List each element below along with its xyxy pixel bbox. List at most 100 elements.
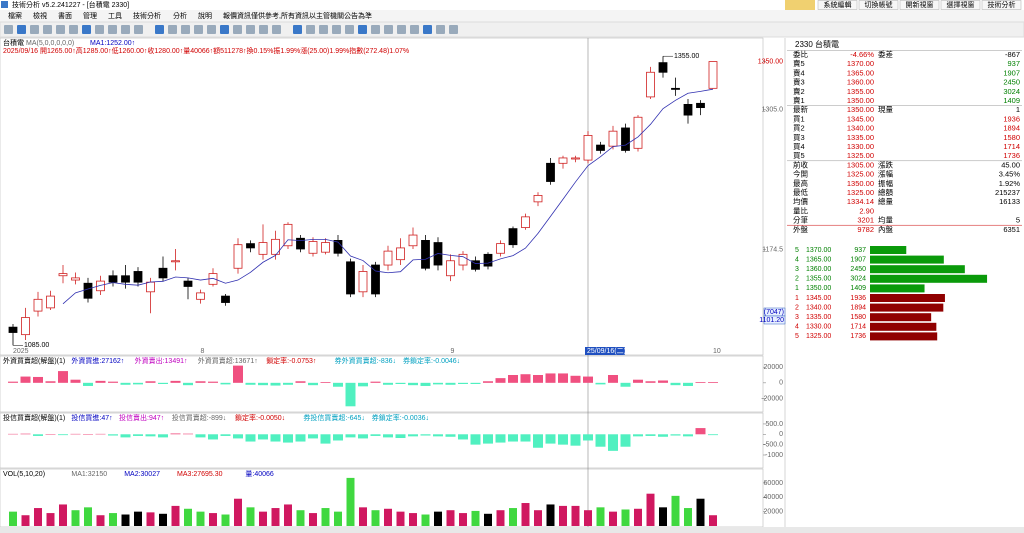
toolbar-button[interactable]: [332, 25, 341, 34]
window-button[interactable]: [940, 0, 981, 10]
toolbar-button[interactable]: [306, 25, 315, 34]
quote-cell: -4.66%: [850, 50, 874, 59]
toolbar-button[interactable]: [371, 25, 380, 34]
toolbar-button[interactable]: [259, 25, 268, 34]
volume-bar: [546, 504, 555, 526]
foreign-bar: [233, 365, 243, 383]
foreign-bar: [70, 379, 81, 383]
toolbar-button[interactable]: [410, 25, 419, 34]
trust-bar: [520, 434, 531, 442]
volume-bar: [296, 510, 305, 526]
volume-bar: [534, 510, 542, 526]
toolbar-button[interactable]: [449, 25, 458, 34]
menu-item[interactable]: 說明: [198, 11, 212, 20]
trust-bar: [258, 434, 268, 440]
menu-item[interactable]: 技術分析: [133, 11, 161, 20]
menu-item[interactable]: 管理: [83, 11, 97, 20]
toolbar-button[interactable]: [246, 25, 255, 34]
toolbar-button[interactable]: [436, 25, 445, 34]
y-tick-label: -20000: [761, 395, 783, 402]
quote-cell: 1325.00: [847, 188, 874, 197]
toolbar-button[interactable]: [30, 25, 39, 34]
toolbar-button[interactable]: [95, 25, 104, 34]
window-button[interactable]: [981, 0, 1022, 10]
depth-bar: [870, 265, 965, 274]
menu-bar: [0, 10, 1024, 22]
candle-body: [671, 87, 680, 90]
volume-bar: [484, 513, 492, 526]
toolbar-button[interactable]: [17, 25, 26, 34]
candle-body: [371, 264, 380, 295]
toolbar-button[interactable]: [293, 25, 302, 34]
depth-level: 2: [795, 276, 799, 283]
trust-bar: [658, 434, 668, 437]
foreign-bar: [483, 381, 493, 383]
candle-body: [258, 242, 268, 255]
y-tick-label: -1000: [765, 452, 783, 459]
candle-body: [396, 247, 405, 261]
quote-cell: 1325.00: [847, 170, 874, 179]
candle-body: [571, 157, 580, 160]
toolbar-button[interactable]: [194, 25, 203, 34]
trust-bar: [595, 434, 606, 447]
toolbar-button[interactable]: [272, 25, 281, 34]
quote-cell: 賣1: [793, 95, 805, 105]
toolbar-button[interactable]: [108, 25, 117, 34]
depth-bar: [870, 246, 907, 254]
toolbar-button[interactable]: [397, 25, 406, 34]
quote-cell: 45.00: [1001, 160, 1020, 169]
candle-body: [696, 102, 705, 109]
foreign-bar: [470, 382, 481, 384]
toolbar-button[interactable]: [134, 25, 143, 34]
trust-bar: [645, 434, 656, 436]
trust-bar: [308, 434, 318, 439]
menu-item[interactable]: 檔案: [8, 11, 22, 20]
menu-item[interactable]: 工具: [108, 12, 122, 20]
toolbar-icons: [4, 25, 458, 34]
depth-price: 1370.00: [806, 247, 831, 254]
window-button[interactable]: [858, 0, 899, 10]
trust-bar: [320, 434, 331, 444]
foreign-bar: [58, 371, 68, 383]
toolbar-button[interactable]: [69, 25, 78, 34]
toolbar-button[interactable]: [181, 25, 190, 34]
quote-cell: 6351: [1003, 225, 1020, 234]
volume-bar: [521, 503, 530, 526]
toolbar-button[interactable]: [168, 25, 177, 34]
window-button[interactable]: [817, 0, 858, 10]
menu-item[interactable]: 書面: [58, 11, 72, 20]
trust-bar: [370, 434, 381, 436]
toolbar-button[interactable]: [4, 25, 13, 34]
depth-price: 1360.00: [806, 266, 831, 273]
toolbar-button[interactable]: [155, 25, 164, 34]
side-label: 1101.20: [759, 317, 784, 324]
toolbar-button[interactable]: [43, 25, 52, 34]
volume-bar: [84, 507, 92, 526]
menu-item[interactable]: 分析: [173, 11, 187, 20]
window-button[interactable]: [899, 0, 940, 10]
toolbar-button[interactable]: [121, 25, 130, 34]
toolbar-button[interactable]: [345, 25, 354, 34]
toolbar-button[interactable]: [319, 25, 328, 34]
quote-cell: 振幅: [878, 178, 893, 188]
volume-bar: [434, 511, 442, 526]
foreign-bar: [183, 382, 193, 386]
toolbar-button[interactable]: [56, 25, 65, 34]
toolbar-button[interactable]: [220, 25, 229, 34]
toolbar-button[interactable]: [233, 25, 242, 34]
toolbar-button[interactable]: [384, 25, 393, 34]
foreign-bar: [708, 382, 718, 383]
quote-cell: 總額: [878, 187, 893, 197]
quote-cell: 3201: [857, 216, 874, 225]
foreign-bar: [33, 376, 43, 383]
menu-item[interactable]: 檢視: [33, 11, 47, 20]
foreign-bar: [295, 381, 306, 383]
toolbar-button[interactable]: [207, 25, 216, 34]
toolbar-button[interactable]: [358, 25, 367, 34]
volume-bar: [471, 510, 480, 526]
foreign-bar: [633, 379, 643, 383]
candle-body: [521, 216, 530, 228]
foreign-bar: [695, 382, 706, 383]
toolbar-button[interactable]: [423, 25, 432, 34]
toolbar-button[interactable]: [82, 25, 91, 34]
